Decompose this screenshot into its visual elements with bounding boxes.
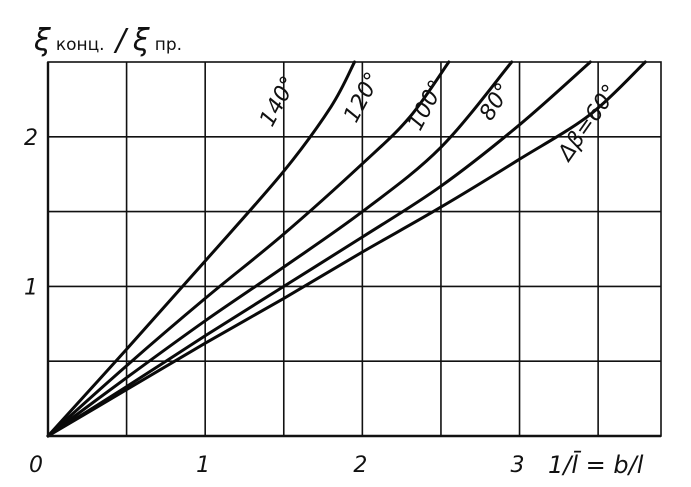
y-axis-label-xi-1: ξ	[33, 23, 51, 58]
x-tick-label-0: 0	[29, 453, 43, 478]
x-tick-label-1: 1	[196, 453, 210, 478]
y-axis-label-sub-1: конц.	[56, 35, 105, 55]
curves	[46, 60, 647, 438]
tick-labels: 0 1 2 3 1 2	[24, 126, 525, 478]
series-line-3	[46, 60, 592, 438]
series-line-0	[46, 60, 356, 438]
x-tick-label-3: 3	[511, 453, 525, 478]
series-label-3: 80°	[475, 79, 517, 125]
series-label-2: 100°	[403, 76, 450, 135]
series-line-2	[46, 60, 514, 438]
y-axis-label-slash: /	[113, 23, 129, 58]
series-line-4	[46, 60, 647, 438]
series-label-4: Δβ=60°	[552, 80, 623, 167]
series-label-0: 140°	[255, 72, 302, 131]
x-tick-label-2: 2	[353, 453, 367, 478]
x-axis-label: 1/l̄ = b/l	[548, 450, 644, 479]
y-tick-label-0: 1	[24, 275, 38, 300]
y-axis-label: ξ конц. / ξ пр.	[33, 23, 182, 58]
series-line-1	[46, 60, 451, 438]
y-tick-label-1: 2	[24, 126, 38, 151]
y-axis-label-sub-2: пр.	[155, 35, 182, 55]
y-axis-label-xi-2: ξ	[132, 23, 150, 58]
